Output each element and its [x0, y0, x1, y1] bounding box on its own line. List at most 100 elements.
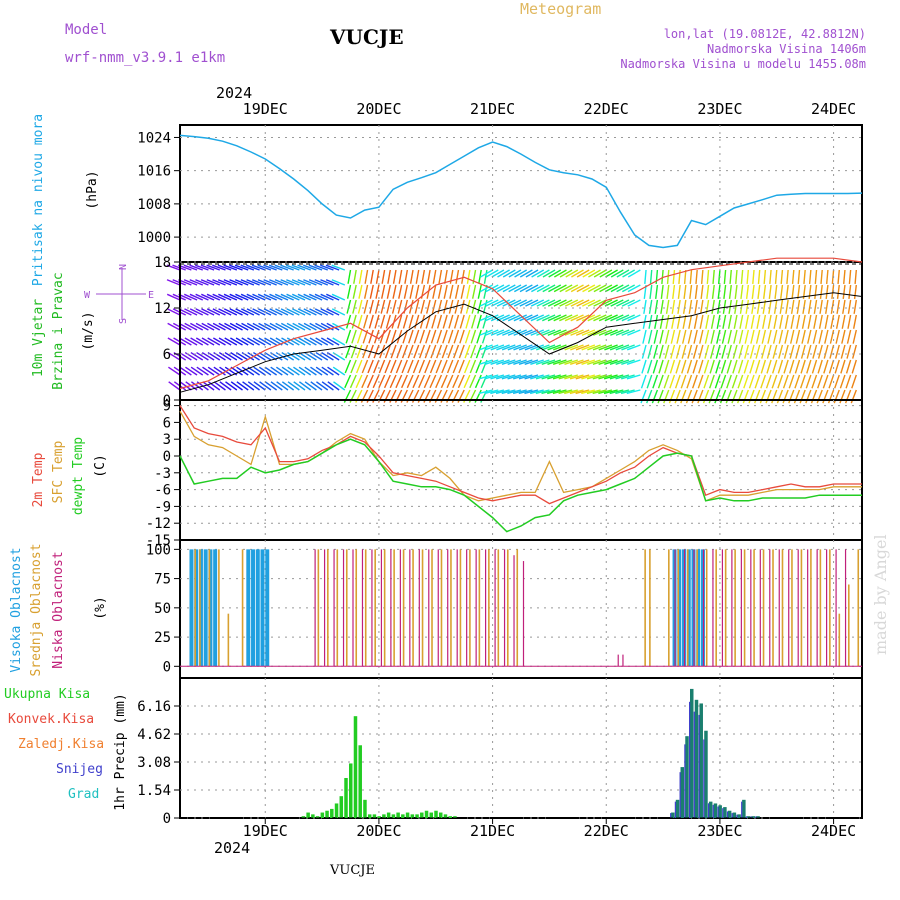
wind-barb [541, 344, 556, 351]
wind-barb [773, 299, 778, 314]
temp-unit: (C) [93, 454, 108, 477]
wind-barb [845, 359, 852, 374]
wind-barb [502, 314, 516, 322]
wind-barb [547, 299, 562, 307]
wind-barb [218, 322, 232, 331]
model-name: wrf-nmm_v3.9.1 e1km [65, 50, 225, 66]
wind-barb [553, 344, 567, 351]
wind-barb [212, 337, 226, 346]
wind-barb [326, 322, 340, 331]
wind-barb [819, 284, 823, 299]
wind-barb [326, 337, 340, 346]
snow-bar [732, 812, 737, 818]
wind-barb [525, 299, 539, 307]
wind-barb [734, 299, 738, 314]
wind-barb [190, 337, 204, 346]
wind-barb [496, 359, 510, 365]
wind-barb [455, 269, 460, 284]
wind-barb [553, 329, 567, 336]
cloud-high-bar [246, 549, 251, 667]
wind-barb [541, 374, 556, 380]
wind-barb [345, 329, 352, 344]
wind-barb [325, 264, 340, 271]
y-tick-label: 18 [154, 255, 171, 271]
wind-barb [654, 284, 659, 299]
wind-barb [777, 359, 784, 374]
wind-barb [671, 299, 676, 314]
wind-barb [507, 329, 522, 336]
wind-barb [200, 264, 215, 271]
wind-barb [559, 269, 573, 278]
wind-barb [253, 366, 266, 376]
wind-barb [731, 389, 738, 404]
wind-barb [453, 329, 460, 344]
wind-barb [353, 269, 357, 284]
snow-bar [694, 699, 699, 818]
wind-barb [836, 284, 840, 299]
wind-barb [640, 374, 647, 389]
wind-barb [269, 293, 283, 301]
wind-barb [569, 359, 584, 365]
wind-barb [218, 351, 232, 361]
wind-barb [291, 293, 306, 301]
wind-barb [570, 284, 584, 293]
wind-barb [627, 299, 641, 307]
wind-barb [401, 359, 408, 374]
pressure-ylabel: Pritisak na nivou mora [31, 114, 46, 286]
wind-barb [710, 314, 715, 329]
wind-barb [378, 359, 386, 374]
wind-barb [641, 344, 647, 359]
snow-bar [751, 816, 756, 818]
wind-barb [217, 264, 232, 271]
wind-barb [765, 374, 772, 389]
wind-barb [694, 284, 698, 299]
wind-barb [321, 351, 334, 361]
wind-barb [479, 299, 493, 307]
rain-bar [344, 778, 348, 818]
wind-barb [648, 299, 653, 314]
wind-barb [576, 284, 590, 293]
wind-barb [598, 314, 613, 322]
wind-barb [519, 269, 533, 278]
wind-barb [692, 344, 698, 359]
footer-station: VUCJE [329, 863, 375, 878]
wind-barb [848, 269, 852, 285]
wind-barb [310, 366, 323, 376]
wind-barb [604, 284, 618, 293]
wind-barb [774, 284, 778, 299]
wind-barb [496, 299, 510, 307]
wind-barb [727, 329, 732, 344]
wind-barb [501, 389, 516, 395]
wind-barb [723, 284, 727, 299]
snow-bar-inner [726, 811, 729, 818]
wind-barb [268, 264, 283, 271]
wind-barb [332, 337, 346, 346]
wind-barb [740, 269, 744, 285]
wind-barb [236, 381, 249, 391]
wind-barb [828, 374, 835, 389]
wind-barb [615, 389, 630, 395]
rain-bar [396, 812, 400, 818]
wind-barb [552, 374, 567, 380]
wind-barb [475, 344, 482, 359]
wind-barb [247, 337, 260, 346]
wind-barb [518, 374, 533, 380]
station-title: VUCJE [329, 25, 404, 49]
y-tick-label: -6 [154, 483, 171, 499]
rain-bar [415, 814, 419, 818]
wind-barb [805, 389, 812, 404]
wind-barb [252, 279, 266, 286]
wind-barb [808, 284, 812, 299]
wind-barb [835, 329, 840, 344]
wind-barb [844, 389, 852, 404]
coords-text: lon,lat (19.0812E, 42.8812N) [664, 27, 866, 41]
wind-barb [435, 374, 443, 389]
wind-barb [536, 269, 550, 278]
y-tick-label: 25 [154, 630, 171, 646]
y-tick-label: 0 [163, 393, 171, 409]
wind-barb [252, 308, 266, 316]
wind-barb [778, 344, 784, 359]
wind-barb [641, 359, 647, 374]
wind-barb [513, 314, 527, 322]
